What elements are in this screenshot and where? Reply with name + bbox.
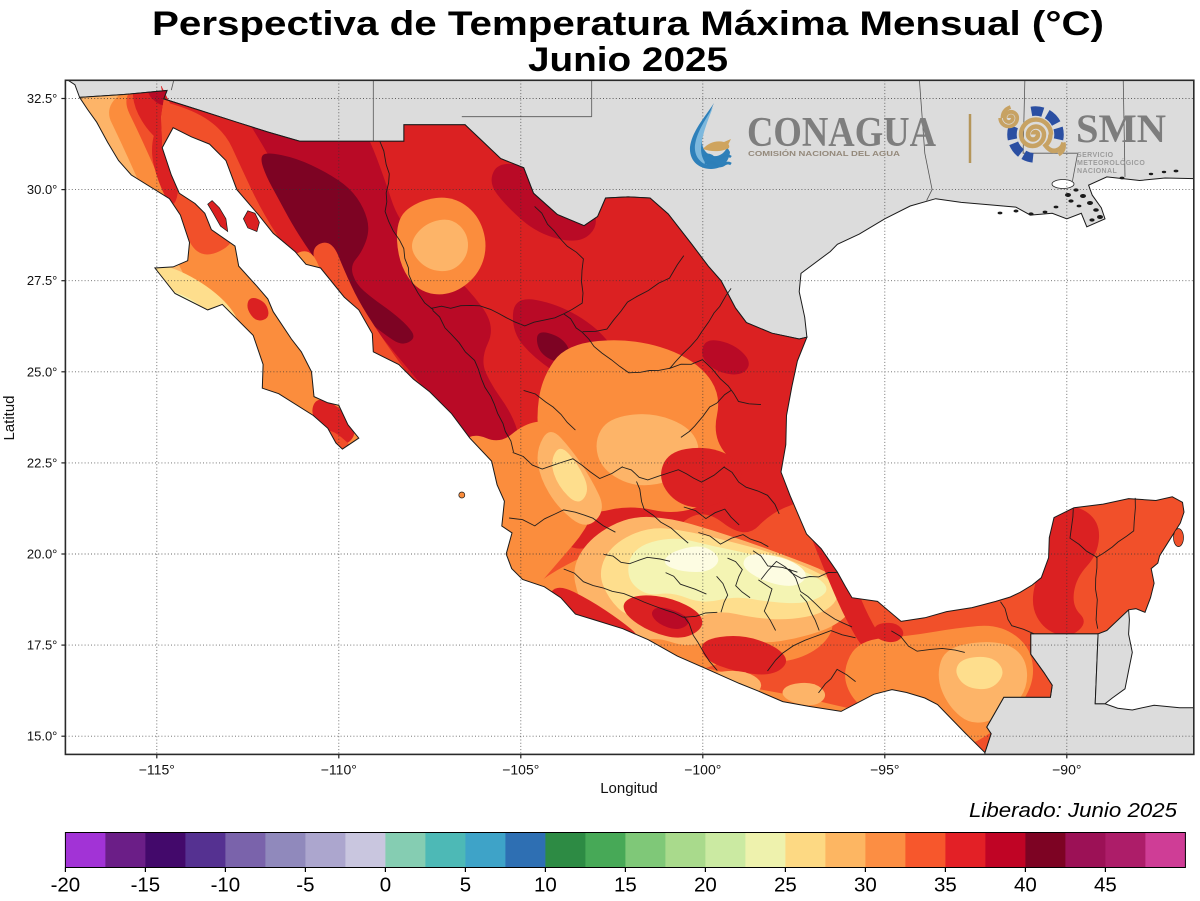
svg-text:SERVICIO: SERVICIO: [1077, 152, 1114, 159]
svg-text:-15: -15: [131, 874, 161, 897]
svg-text:NACIONAL: NACIONAL: [1077, 168, 1117, 175]
svg-text:Longitud: Longitud: [600, 780, 658, 797]
svg-text:METEOROLÓGICO: METEOROLÓGICO: [1077, 158, 1145, 167]
svg-text:20: 20: [694, 874, 717, 897]
svg-text:20.0°: 20.0°: [27, 547, 58, 562]
svg-text:30.0°: 30.0°: [27, 182, 58, 197]
svg-text:CONAGUA: CONAGUA: [747, 110, 937, 156]
svg-text:Junio 2025: Junio 2025: [528, 41, 728, 79]
svg-text:−110°: −110°: [321, 761, 357, 777]
svg-text:35: 35: [934, 874, 957, 897]
svg-text:25.0°: 25.0°: [27, 364, 58, 379]
svg-text:Perspectiva de Temperatura Máx: Perspectiva de Temperatura Máxima Mensua…: [152, 5, 1104, 43]
svg-text:−100°: −100°: [684, 761, 721, 777]
svg-text:30: 30: [854, 874, 877, 897]
svg-text:-10: -10: [211, 874, 241, 897]
svg-text:10: 10: [534, 874, 557, 897]
svg-text:Liberado: Junio 2025: Liberado: Junio 2025: [969, 800, 1178, 822]
svg-text:−90°: −90°: [1052, 761, 1081, 777]
svg-text:27.5°: 27.5°: [27, 273, 58, 288]
svg-text:0: 0: [380, 874, 391, 897]
svg-text:SMN: SMN: [1076, 106, 1166, 151]
svg-text:25: 25: [774, 874, 797, 897]
svg-text:-20: -20: [51, 874, 81, 897]
svg-text:15.0°: 15.0°: [27, 729, 58, 744]
svg-text:-5: -5: [296, 874, 314, 897]
svg-text:15: 15: [614, 874, 637, 897]
svg-text:−95°: −95°: [870, 761, 899, 777]
svg-text:45: 45: [1094, 874, 1117, 897]
svg-text:−115°: −115°: [139, 761, 175, 777]
svg-text:Latitud: Latitud: [1, 395, 18, 440]
svg-text:COMISIÓN NACIONAL DEL AGUA: COMISIÓN NACIONAL DEL AGUA: [748, 149, 900, 158]
svg-text:5: 5: [460, 874, 471, 897]
svg-text:40: 40: [1014, 874, 1037, 897]
svg-text:22.5°: 22.5°: [27, 455, 58, 470]
svg-text:17.5°: 17.5°: [27, 638, 58, 653]
svg-text:32.5°: 32.5°: [27, 91, 58, 106]
svg-text:−105°: −105°: [502, 761, 539, 777]
